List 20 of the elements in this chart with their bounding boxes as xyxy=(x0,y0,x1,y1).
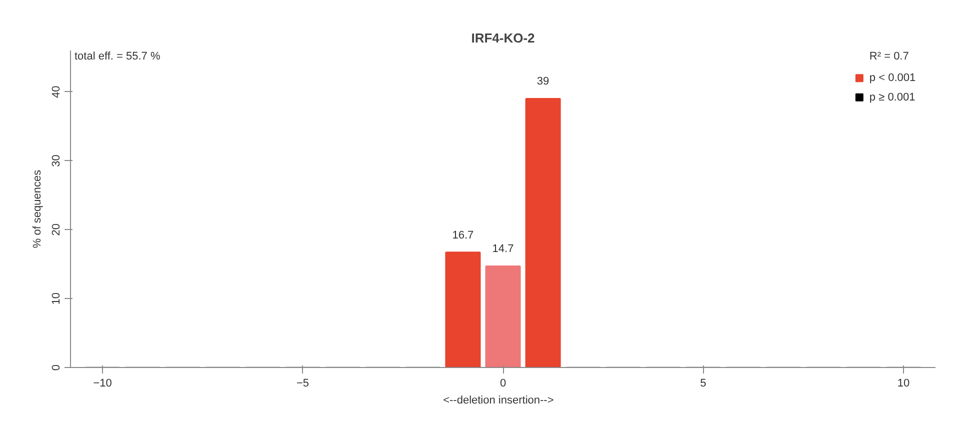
legend-label: p ≥ 0.001 xyxy=(869,91,916,104)
x-tick-label: 5 xyxy=(700,378,706,390)
chart-title: IRF4-KO-2 xyxy=(471,30,535,46)
legend-title: R² = 0.7 xyxy=(869,50,909,62)
y-tick-label: 20 xyxy=(50,224,62,236)
legend-label: p < 0.001 xyxy=(869,72,916,84)
data-label: 16.7 xyxy=(452,229,474,242)
x-tick-label: −5 xyxy=(296,378,310,390)
x-tick-label: −10 xyxy=(93,378,112,390)
y-tick-label: 30 xyxy=(50,154,62,167)
y-axis-title: % of sequences xyxy=(32,169,44,248)
y-tick-label: 0 xyxy=(50,364,62,371)
x-tick-label: 0 xyxy=(500,378,506,390)
y-tick-label: 40 xyxy=(50,86,62,98)
data-label: 14.7 xyxy=(492,243,514,256)
annotation: total eff. = 55.7 % xyxy=(74,50,160,62)
y-tick-label: 10 xyxy=(50,292,62,305)
data-label: 39 xyxy=(536,76,550,88)
x-axis-title: <--deletion insertion--> xyxy=(443,394,554,406)
x-tick-label: 10 xyxy=(897,378,910,390)
